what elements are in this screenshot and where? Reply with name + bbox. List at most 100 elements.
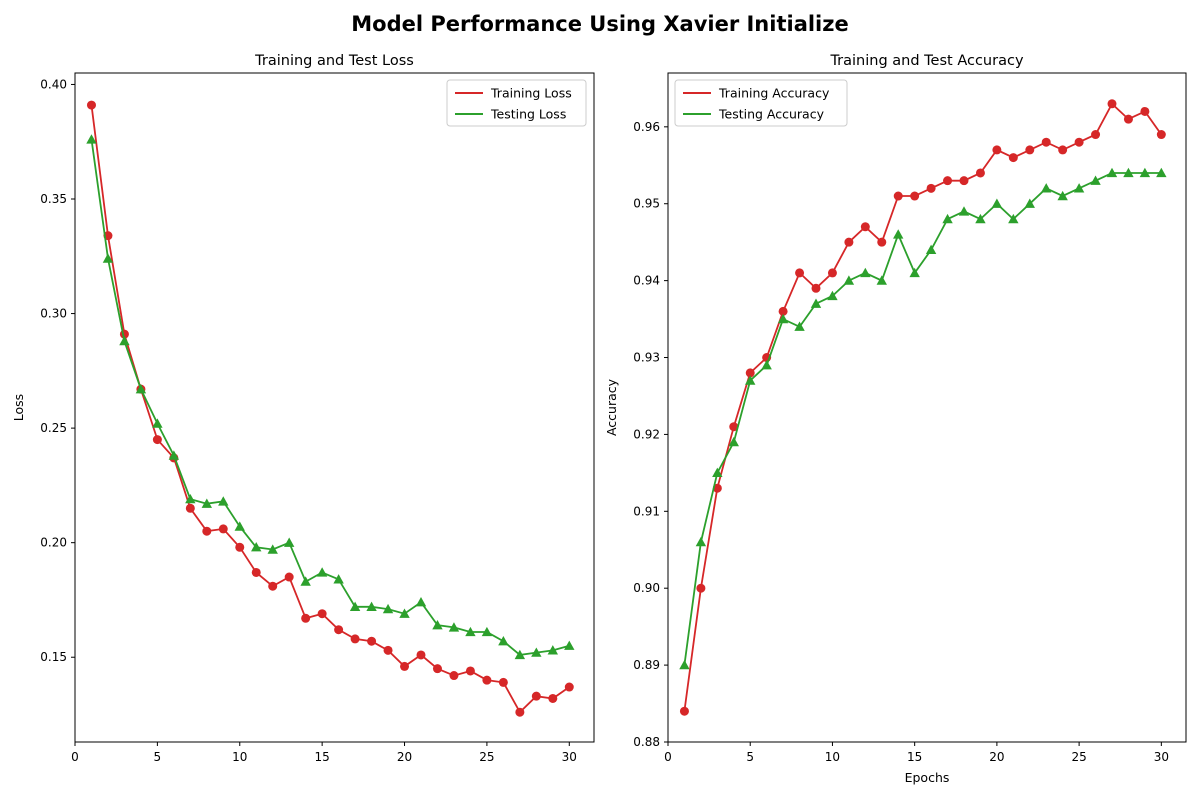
- data-point: [1090, 175, 1101, 185]
- x-tick-label: 10: [232, 750, 247, 764]
- x-tick-label: 0: [664, 750, 672, 764]
- data-point: [383, 645, 393, 655]
- data-point: [284, 572, 294, 582]
- data-point: [234, 521, 245, 531]
- data-point: [843, 275, 855, 285]
- data-point: [564, 640, 575, 650]
- data-point: [729, 422, 739, 432]
- data-point: [366, 601, 377, 611]
- data-point: [777, 313, 789, 324]
- data-point: [926, 183, 936, 193]
- data-point: [942, 213, 953, 224]
- y-tick-label: 0.88: [633, 735, 660, 749]
- data-point: [316, 567, 328, 577]
- data-point: [1008, 153, 1018, 163]
- data-point: [218, 496, 229, 506]
- data-point: [400, 661, 410, 671]
- series-line: [683, 172, 1162, 666]
- data-point: [745, 368, 755, 378]
- data-point: [1139, 167, 1151, 178]
- data-point: [317, 609, 327, 619]
- data-point: [448, 622, 460, 632]
- data-point: [1074, 137, 1084, 147]
- x-tick-label: 30: [1154, 750, 1169, 764]
- data-point: [1123, 114, 1133, 124]
- data-point: [235, 542, 245, 552]
- legend-box: [674, 79, 848, 127]
- data-point: [860, 267, 871, 278]
- data-point: [152, 418, 163, 428]
- data-point: [876, 275, 887, 285]
- data-point: [712, 467, 723, 478]
- legend: Training Loss Testing Loss: [446, 79, 587, 127]
- data-point: [1091, 130, 1101, 140]
- data-point: [827, 268, 837, 278]
- x-axis-label: Epochs: [905, 770, 950, 785]
- series-1: [86, 100, 574, 717]
- y-tick-label: 0.92: [633, 427, 660, 441]
- data-point: [300, 576, 311, 586]
- data-point: [991, 198, 1003, 208]
- data-point: [696, 583, 706, 593]
- y-axis-label: Loss: [11, 394, 26, 421]
- data-point: [1156, 167, 1167, 178]
- y-tick-label: 0.25: [40, 421, 67, 435]
- axes-frame: [667, 72, 1187, 743]
- data-point: [728, 436, 739, 447]
- x-tick-label: 20: [989, 750, 1004, 764]
- data-point: [465, 626, 476, 637]
- legend-label: Training Loss: [490, 86, 572, 101]
- legend-label: Testing Loss: [490, 107, 566, 122]
- data-point: [1058, 145, 1068, 155]
- data-point: [481, 626, 493, 637]
- data-point: [1140, 106, 1150, 116]
- data-point: [1024, 198, 1035, 208]
- legend-label: Training Accuracy: [718, 86, 830, 101]
- data-point: [910, 191, 920, 201]
- data-point: [482, 675, 492, 685]
- data-point: [1057, 190, 1068, 201]
- chart-1: Training and Test Loss 0 5 10 15 20 25 30 0.15 0.…: [11, 53, 595, 764]
- data-point: [761, 360, 772, 370]
- data-point: [349, 601, 361, 611]
- data-point: [794, 321, 805, 331]
- data-point: [943, 176, 953, 186]
- data-point: [893, 229, 904, 239]
- data-point: [909, 267, 920, 278]
- series-2: [86, 134, 575, 660]
- y-tick-label: 0.96: [633, 120, 660, 134]
- data-point: [925, 244, 937, 255]
- data-point: [399, 608, 410, 618]
- legend: Training Accuracy Testing Accuracy: [674, 79, 848, 127]
- data-point: [1123, 167, 1134, 178]
- data-point: [185, 493, 196, 504]
- data-point: [975, 213, 986, 224]
- y-tick-label: 0.91: [633, 504, 660, 518]
- data-point: [1073, 183, 1085, 193]
- series-2: [679, 167, 1167, 670]
- x-tick-label: 20: [397, 750, 412, 764]
- data-point: [959, 176, 969, 186]
- x-tick-label: 10: [825, 750, 840, 764]
- data-point: [119, 335, 130, 346]
- data-point: [218, 524, 228, 534]
- y-tick-label: 0.20: [40, 536, 67, 550]
- data-point: [432, 619, 443, 630]
- data-point: [1156, 130, 1166, 140]
- data-point: [548, 693, 558, 703]
- x-tick-label: 0: [71, 750, 79, 764]
- data-point: [152, 435, 162, 445]
- data-point: [465, 666, 475, 676]
- x-tick-label: 5: [154, 750, 162, 764]
- data-point: [745, 375, 756, 385]
- data-point: [432, 664, 442, 674]
- y-axis-label: Accuracy: [604, 378, 619, 436]
- data-point: [811, 283, 821, 293]
- data-point: [1025, 145, 1035, 155]
- data-point: [810, 298, 822, 308]
- data-point: [135, 383, 147, 394]
- data-point: [86, 134, 97, 144]
- data-point: [449, 671, 459, 681]
- data-point: [333, 574, 344, 584]
